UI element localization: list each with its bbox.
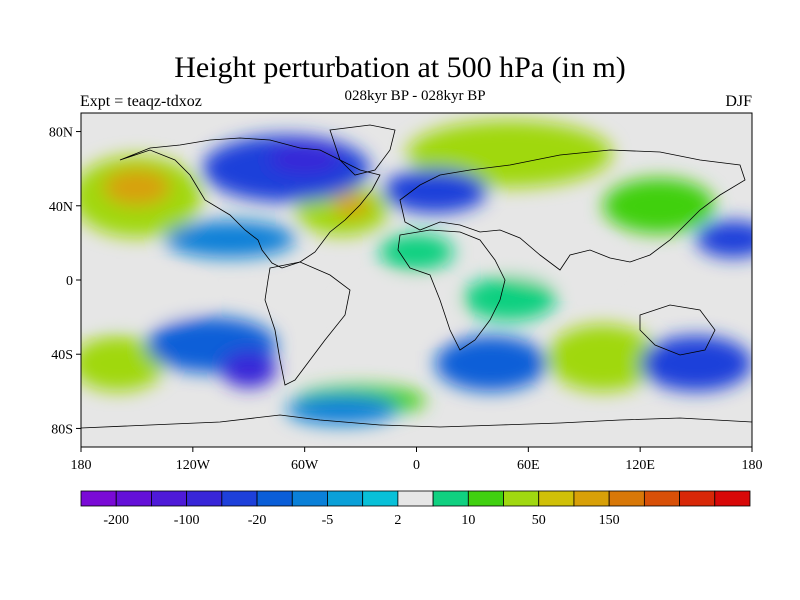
field-region xyxy=(382,168,488,214)
map-panel xyxy=(81,113,752,447)
x-tick-label: 180 xyxy=(742,458,763,473)
coastline-antarctica xyxy=(81,414,752,429)
field-region xyxy=(103,168,171,206)
x-tick-label: 60W xyxy=(291,458,319,473)
field-region xyxy=(379,233,454,271)
colorbar-swatch xyxy=(115,490,152,507)
colorbar-swatch xyxy=(573,490,610,507)
field-region xyxy=(640,335,752,392)
y-tick-label: 40N xyxy=(49,200,73,215)
y-tick-label: 0 xyxy=(66,274,73,289)
field-region xyxy=(81,335,165,392)
colorbar-swatch xyxy=(80,490,117,507)
colorbar-label: 10 xyxy=(461,513,475,528)
field-region xyxy=(332,194,370,217)
x-tick-label: 120W xyxy=(176,458,211,473)
colorbar-swatch xyxy=(714,490,751,507)
field-region xyxy=(341,285,454,331)
colorbar-swatch xyxy=(608,490,645,507)
y-axis: 80N 40N 0 40S 80S xyxy=(49,126,81,437)
colorbar-label: 150 xyxy=(599,513,620,528)
colorbar-label: -200 xyxy=(103,513,129,528)
colorbar-label: 2 xyxy=(394,513,401,528)
field-region xyxy=(500,242,613,280)
coastline-australia xyxy=(639,304,716,356)
coastline-north-america xyxy=(119,137,381,269)
height-field xyxy=(81,120,752,425)
colorbar-swatch xyxy=(151,490,188,507)
y-tick-label: 80N xyxy=(49,126,73,141)
colorbar-label: -5 xyxy=(322,513,334,528)
colorbar-swatch xyxy=(221,490,258,507)
colorbar-swatch xyxy=(397,490,434,507)
x-axis: 180 120W 60W 0 60E 120E 180 xyxy=(71,447,763,473)
colorbar-swatch xyxy=(467,490,504,507)
colorbar-swatch xyxy=(291,490,328,507)
coastline-africa xyxy=(397,229,506,351)
field-region xyxy=(463,276,557,321)
x-tick-label: 60E xyxy=(517,458,540,473)
map-background xyxy=(81,113,752,447)
field-region xyxy=(546,324,659,392)
field-region xyxy=(407,120,613,188)
experiment-label: Expt = teaqz-tdxoz xyxy=(80,93,202,110)
colorbar-swatch xyxy=(679,490,716,507)
colorbar-swatch xyxy=(186,490,223,507)
colorbar-swatch xyxy=(362,490,399,507)
coastlines xyxy=(81,124,752,429)
coastline-greenland xyxy=(329,124,396,176)
x-tick-label: 0 xyxy=(413,458,420,473)
field-region xyxy=(81,280,203,318)
field-region xyxy=(696,220,752,258)
field-region xyxy=(435,335,547,392)
colorbar-label: 50 xyxy=(532,513,546,528)
colorbar-swatch xyxy=(327,490,364,507)
x-tick-label: 120E xyxy=(625,458,655,473)
field-region xyxy=(220,350,277,388)
y-tick-label: 40S xyxy=(51,348,73,363)
colorbar-swatch xyxy=(643,490,680,507)
field-region xyxy=(602,177,715,234)
field-region xyxy=(267,144,342,175)
colorbar-swatch xyxy=(432,490,469,507)
field-region xyxy=(286,395,398,425)
y-tick-label: 80S xyxy=(51,422,73,437)
map-title: Height perturbation at 500 hPa (in m) xyxy=(174,51,626,84)
field-region xyxy=(164,220,296,258)
colorbar-label: -100 xyxy=(174,513,200,528)
colorbar-swatch xyxy=(538,490,575,507)
colorbar-swatch xyxy=(256,490,293,507)
colorbar-label: -20 xyxy=(248,513,267,528)
coastline-europe-asia xyxy=(399,149,746,271)
map-subtitle: 028kyr BP - 028kyr BP xyxy=(344,88,486,104)
coastline-south-america xyxy=(264,261,351,386)
season-label: DJF xyxy=(725,93,752,110)
x-tick-label: 180 xyxy=(71,458,92,473)
colorbar: -200 -100 -20 -5 2 10 50 150 xyxy=(80,490,751,528)
colorbar-swatch xyxy=(503,490,540,507)
